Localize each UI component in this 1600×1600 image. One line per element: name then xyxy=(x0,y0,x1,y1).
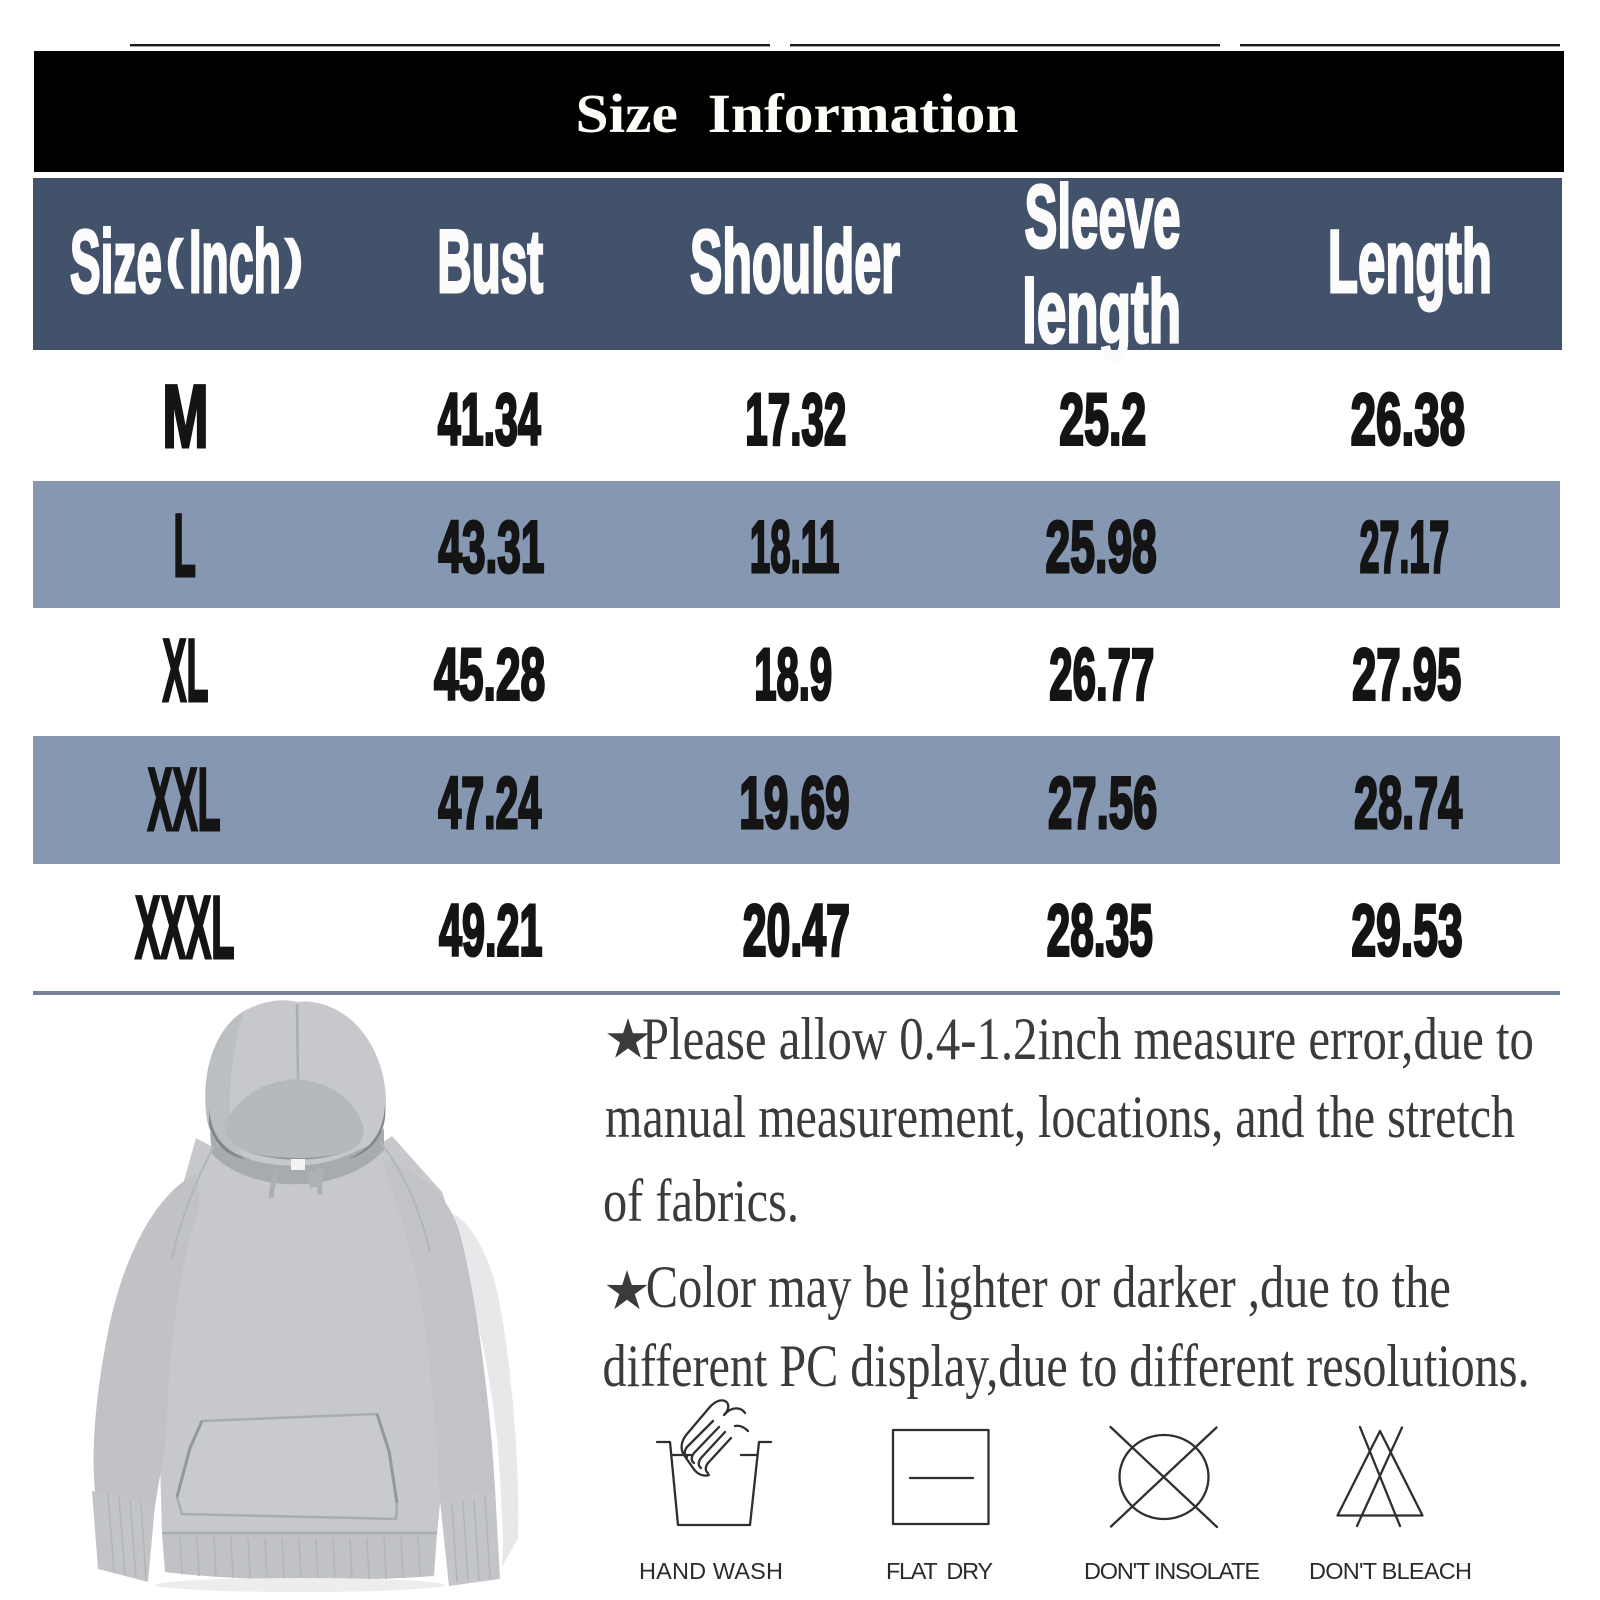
svg-text:of fabrics.: of fabrics. xyxy=(603,1168,799,1234)
svg-text:Inch: Inch xyxy=(189,211,281,311)
svg-text:FLAT DRY: FLAT DRY xyxy=(886,1558,993,1584)
svg-text:25.2: 25.2 xyxy=(1059,380,1146,461)
svg-text:17.32: 17.32 xyxy=(745,380,846,461)
svg-text:XL: XL xyxy=(163,620,209,720)
svg-text:XXL: XXL xyxy=(148,749,221,849)
svg-text:20.47: 20.47 xyxy=(743,891,850,972)
svg-text:27.95: 27.95 xyxy=(1352,635,1461,716)
svg-text:45.28: 45.28 xyxy=(434,635,545,716)
svg-text:Color may be lighter or darker: Color may be lighter or darker ,due to t… xyxy=(646,1254,1451,1320)
svg-text:19.69: 19.69 xyxy=(739,763,849,844)
svg-text:43.31: 43.31 xyxy=(438,507,544,588)
svg-text:49.21: 49.21 xyxy=(439,891,543,972)
svg-text:Shoulder: Shoulder xyxy=(690,211,900,311)
svg-text:DON'T BLEACH: DON'T BLEACH xyxy=(1309,1558,1472,1584)
svg-text:Size Information: Size Information xyxy=(576,83,1019,144)
svg-text:manual measurement, locations,: manual measurement, locations, and the s… xyxy=(605,1084,1515,1150)
svg-text:Bust: Bust xyxy=(437,211,543,311)
svg-text:length: length xyxy=(1022,261,1181,361)
svg-text:Sleeve: Sleeve xyxy=(1025,166,1181,266)
svg-text:28.35: 28.35 xyxy=(1047,891,1153,972)
svg-text:different PC display,due to di: different PC display,due to different re… xyxy=(603,1333,1530,1399)
svg-text:27.17: 27.17 xyxy=(1360,507,1450,588)
svg-text:Please allow 0.4-1.2inch measu: Please allow 0.4-1.2inch measure error,d… xyxy=(642,1006,1534,1072)
svg-text:(: ( xyxy=(166,230,183,289)
svg-text:M: M xyxy=(162,366,208,466)
svg-text:27.56: 27.56 xyxy=(1048,763,1157,844)
svg-text:18.9: 18.9 xyxy=(754,635,832,716)
svg-text:47.24: 47.24 xyxy=(438,763,541,844)
svg-text:XXXL: XXXL xyxy=(135,877,235,977)
svg-text:L: L xyxy=(174,495,196,595)
svg-text:28.74: 28.74 xyxy=(1354,763,1462,844)
svg-text:26.77: 26.77 xyxy=(1049,635,1154,716)
svg-text:): ) xyxy=(285,230,303,289)
svg-text:29.53: 29.53 xyxy=(1351,891,1462,972)
svg-text:Length: Length xyxy=(1328,211,1492,311)
svg-text:26.38: 26.38 xyxy=(1351,380,1466,461)
svg-text:HAND WASH: HAND WASH xyxy=(639,1558,783,1584)
svg-text:Size: Size xyxy=(70,211,162,311)
svg-text:18.11: 18.11 xyxy=(750,507,840,588)
svg-text:DON'T INSOLATE: DON'T INSOLATE xyxy=(1084,1558,1260,1584)
svg-text:25.98: 25.98 xyxy=(1046,507,1157,588)
svg-text:41.34: 41.34 xyxy=(438,380,541,461)
